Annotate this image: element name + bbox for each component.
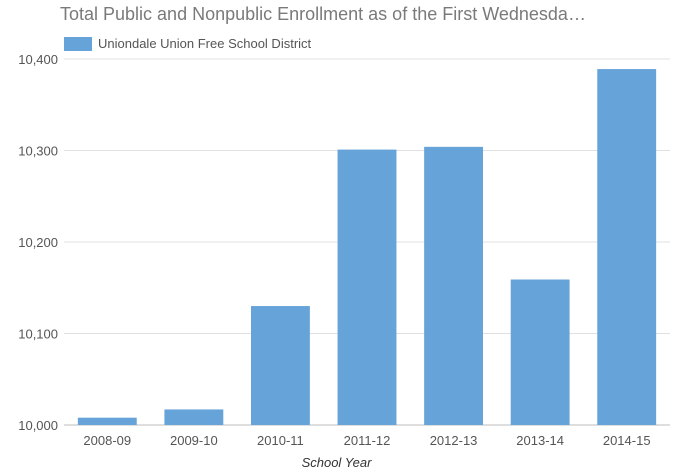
y-tick-label: 10,300 [18, 144, 58, 159]
bar-2013-14[interactable] [510, 279, 570, 425]
x-axis-title: School Year [301, 455, 372, 470]
y-tick-label: 10,200 [18, 235, 58, 250]
y-tick-label: 10,400 [18, 52, 58, 67]
x-axis-ticks: 2008-09 2009-10 2010-11 2011-12 2012-13 2013-… [83, 433, 650, 448]
bar-2009-10[interactable] [164, 409, 224, 425]
x-tick-label: 2012-13 [430, 433, 478, 448]
bar-2012-13[interactable] [424, 146, 484, 425]
x-tick-label: 2009-10 [170, 433, 218, 448]
bar-2010-11[interactable] [250, 306, 310, 425]
x-tick-label: 2008-09 [83, 433, 131, 448]
y-tick-label: 10,100 [18, 327, 58, 342]
x-tick-label: 2014-15 [603, 433, 651, 448]
bar-2011-12[interactable] [337, 149, 397, 425]
legend-label: Uniondale Union Free School District [98, 36, 312, 51]
legend-swatch [64, 36, 92, 51]
x-tick-label: 2011-12 [344, 433, 391, 448]
bar-2014-15[interactable] [597, 69, 657, 425]
chart-legend: Uniondale Union Free School District [64, 36, 311, 51]
x-tick-label: 2013-14 [516, 433, 564, 448]
x-tick-label: 2010-11 [257, 433, 304, 448]
y-axis-ticks: 10,000 10,100 10,200 10,300 10,400 [18, 52, 58, 433]
bar-2008-09[interactable] [77, 417, 137, 425]
bars [77, 69, 657, 425]
y-tick-label: 10,000 [18, 418, 58, 433]
